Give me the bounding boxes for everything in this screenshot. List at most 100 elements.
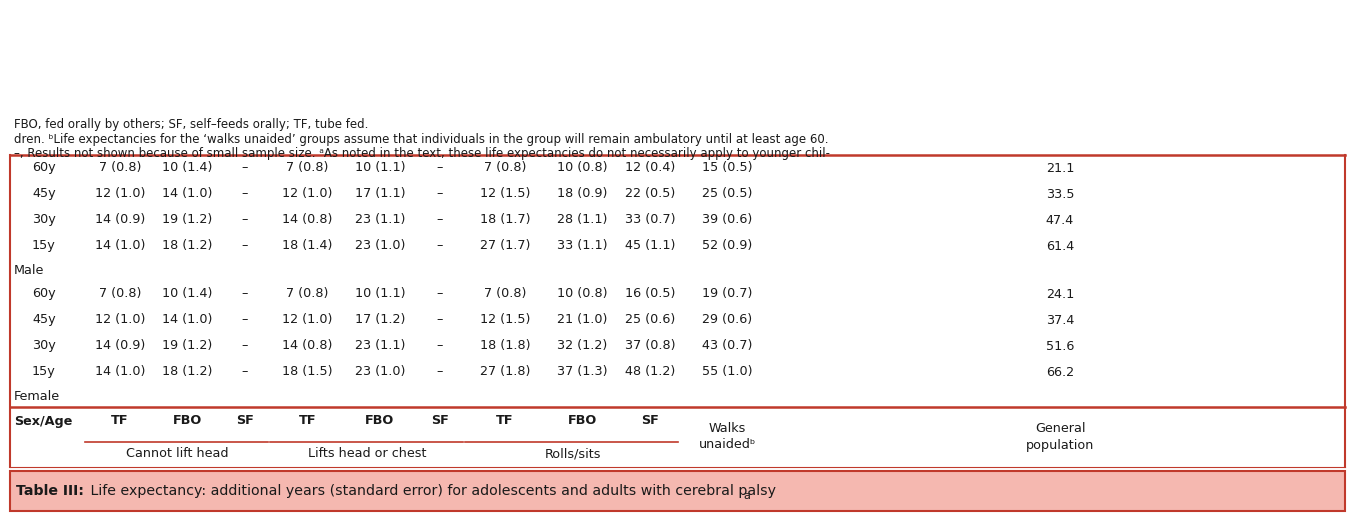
Text: Female: Female bbox=[14, 389, 60, 403]
Text: 7 (0.8): 7 (0.8) bbox=[484, 288, 526, 301]
Text: 7 (0.8): 7 (0.8) bbox=[286, 161, 329, 174]
Text: 14 (0.8): 14 (0.8) bbox=[282, 339, 333, 352]
Text: 48 (1.2): 48 (1.2) bbox=[625, 365, 675, 378]
Text: 10 (0.8): 10 (0.8) bbox=[557, 288, 608, 301]
Text: 47.4: 47.4 bbox=[1046, 213, 1075, 226]
Text: 18 (1.4): 18 (1.4) bbox=[282, 239, 333, 253]
Text: –: – bbox=[436, 161, 443, 174]
Text: 23 (1.1): 23 (1.1) bbox=[355, 213, 405, 226]
Text: 14 (1.0): 14 (1.0) bbox=[95, 239, 145, 253]
Text: –: – bbox=[241, 187, 248, 200]
Text: Sex/Age: Sex/Age bbox=[14, 415, 72, 428]
Text: TF: TF bbox=[111, 415, 129, 428]
Text: 28 (1.1): 28 (1.1) bbox=[557, 213, 607, 226]
Text: –: – bbox=[436, 239, 443, 253]
Text: 23 (1.0): 23 (1.0) bbox=[355, 239, 405, 253]
Text: 15y: 15y bbox=[33, 239, 56, 253]
Text: 37 (0.8): 37 (0.8) bbox=[625, 339, 675, 352]
Text: 19 (0.7): 19 (0.7) bbox=[702, 288, 752, 301]
Text: –: – bbox=[436, 288, 443, 301]
Text: 14 (1.0): 14 (1.0) bbox=[163, 187, 213, 200]
Text: 12 (1.0): 12 (1.0) bbox=[95, 313, 145, 326]
Text: FBO: FBO bbox=[568, 415, 598, 428]
Text: 27 (1.8): 27 (1.8) bbox=[480, 365, 530, 378]
Text: 37 (1.3): 37 (1.3) bbox=[557, 365, 608, 378]
Text: General
population: General population bbox=[1026, 422, 1095, 452]
Text: Life expectancy: additional years (standard error) for adolescents and adults wi: Life expectancy: additional years (stand… bbox=[85, 484, 776, 498]
Text: 7 (0.8): 7 (0.8) bbox=[99, 161, 141, 174]
Text: 18 (1.2): 18 (1.2) bbox=[163, 365, 213, 378]
Text: 39 (0.6): 39 (0.6) bbox=[702, 213, 752, 226]
Text: 10 (0.8): 10 (0.8) bbox=[557, 161, 608, 174]
FancyBboxPatch shape bbox=[9, 471, 1346, 511]
Text: 37.4: 37.4 bbox=[1046, 313, 1075, 326]
Text: 10 (1.4): 10 (1.4) bbox=[163, 288, 213, 301]
Text: –: – bbox=[436, 339, 443, 352]
Text: 10 (1.4): 10 (1.4) bbox=[163, 161, 213, 174]
Text: 33.5: 33.5 bbox=[1046, 187, 1075, 200]
Text: 33 (1.1): 33 (1.1) bbox=[557, 239, 608, 253]
Text: 7 (0.8): 7 (0.8) bbox=[99, 288, 141, 301]
Text: TF: TF bbox=[298, 415, 316, 428]
Text: 14 (0.9): 14 (0.9) bbox=[95, 339, 145, 352]
Text: 12 (1.5): 12 (1.5) bbox=[480, 313, 530, 326]
Text: 30y: 30y bbox=[33, 339, 56, 352]
Text: 18 (0.9): 18 (0.9) bbox=[557, 187, 607, 200]
Text: –: – bbox=[241, 339, 248, 352]
Text: 14 (0.9): 14 (0.9) bbox=[95, 213, 145, 226]
Text: 66.2: 66.2 bbox=[1046, 365, 1075, 378]
Text: –: – bbox=[436, 313, 443, 326]
Text: 14 (1.0): 14 (1.0) bbox=[163, 313, 213, 326]
Text: dren. ᵇLife expectancies for the ‘walks unaided’ groups assume that individuals : dren. ᵇLife expectancies for the ‘walks … bbox=[14, 132, 828, 145]
Text: 21 (1.0): 21 (1.0) bbox=[557, 313, 607, 326]
Text: 33 (0.7): 33 (0.7) bbox=[625, 213, 675, 226]
Text: a: a bbox=[743, 491, 749, 501]
Text: 18 (1.5): 18 (1.5) bbox=[282, 365, 333, 378]
Text: 19 (1.2): 19 (1.2) bbox=[163, 339, 213, 352]
Text: 25 (0.5): 25 (0.5) bbox=[702, 187, 752, 200]
Text: FBO: FBO bbox=[366, 415, 394, 428]
Text: 18 (1.2): 18 (1.2) bbox=[163, 239, 213, 253]
Text: TF: TF bbox=[496, 415, 514, 428]
Text: 52 (0.9): 52 (0.9) bbox=[702, 239, 752, 253]
Text: 21.1: 21.1 bbox=[1046, 161, 1075, 174]
Text: –: – bbox=[241, 239, 248, 253]
Text: 16 (0.5): 16 (0.5) bbox=[625, 288, 675, 301]
Text: 10 (1.1): 10 (1.1) bbox=[355, 161, 405, 174]
Text: 15y: 15y bbox=[33, 365, 56, 378]
Text: 25 (0.6): 25 (0.6) bbox=[625, 313, 675, 326]
Text: 45y: 45y bbox=[33, 187, 56, 200]
Text: FBO: FBO bbox=[173, 415, 202, 428]
Text: 60y: 60y bbox=[33, 288, 56, 301]
Text: –, Results not shown because of small sample size. ᵃAs noted in the text, these : –, Results not shown because of small sa… bbox=[14, 147, 831, 160]
Text: 7 (0.8): 7 (0.8) bbox=[286, 288, 329, 301]
Text: –: – bbox=[241, 288, 248, 301]
Text: 27 (1.7): 27 (1.7) bbox=[480, 239, 530, 253]
Text: 23 (1.0): 23 (1.0) bbox=[355, 365, 405, 378]
Text: 24.1: 24.1 bbox=[1046, 288, 1075, 301]
Text: 10 (1.1): 10 (1.1) bbox=[355, 288, 405, 301]
Text: –: – bbox=[241, 313, 248, 326]
Text: Cannot lift head: Cannot lift head bbox=[126, 447, 229, 460]
Text: –: – bbox=[436, 187, 443, 200]
Text: SF: SF bbox=[431, 415, 449, 428]
Text: 23 (1.1): 23 (1.1) bbox=[355, 339, 405, 352]
Text: SF: SF bbox=[641, 415, 659, 428]
Text: 18 (1.8): 18 (1.8) bbox=[480, 339, 530, 352]
Text: Lifts head or chest: Lifts head or chest bbox=[308, 447, 427, 460]
Text: 45 (1.1): 45 (1.1) bbox=[625, 239, 675, 253]
Text: 12 (1.0): 12 (1.0) bbox=[282, 313, 333, 326]
Text: 14 (1.0): 14 (1.0) bbox=[95, 365, 145, 378]
Text: 30y: 30y bbox=[33, 213, 56, 226]
Text: –: – bbox=[241, 365, 248, 378]
Text: 55 (1.0): 55 (1.0) bbox=[702, 365, 753, 378]
Text: 60y: 60y bbox=[33, 161, 56, 174]
Text: Rolls/sits: Rolls/sits bbox=[545, 447, 600, 460]
Text: 17 (1.2): 17 (1.2) bbox=[355, 313, 405, 326]
Text: 29 (0.6): 29 (0.6) bbox=[702, 313, 752, 326]
Text: 22 (0.5): 22 (0.5) bbox=[625, 187, 675, 200]
Text: 12 (1.0): 12 (1.0) bbox=[95, 187, 145, 200]
Text: –: – bbox=[241, 213, 248, 226]
Text: 17 (1.1): 17 (1.1) bbox=[355, 187, 405, 200]
Text: –: – bbox=[436, 213, 443, 226]
